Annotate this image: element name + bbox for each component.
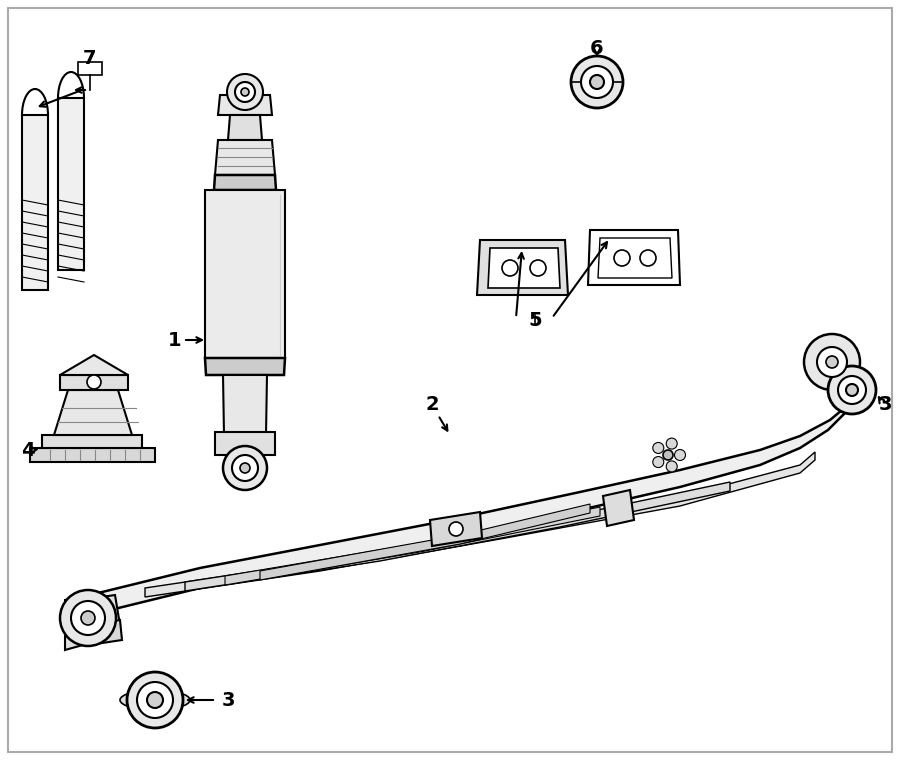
Polygon shape — [225, 507, 600, 585]
Ellipse shape — [120, 690, 190, 710]
Polygon shape — [603, 490, 634, 526]
Circle shape — [828, 366, 876, 414]
Circle shape — [652, 457, 664, 467]
Circle shape — [127, 672, 183, 728]
Polygon shape — [430, 512, 482, 546]
Circle shape — [502, 260, 518, 276]
Polygon shape — [488, 248, 560, 288]
Polygon shape — [215, 140, 275, 175]
Polygon shape — [228, 115, 262, 140]
Polygon shape — [598, 238, 672, 278]
Polygon shape — [54, 390, 132, 435]
Circle shape — [235, 82, 255, 102]
Circle shape — [137, 682, 173, 718]
Polygon shape — [205, 190, 285, 360]
Circle shape — [87, 375, 101, 389]
Text: 5: 5 — [528, 311, 542, 330]
Text: 3: 3 — [221, 691, 235, 710]
Polygon shape — [223, 375, 267, 435]
Circle shape — [666, 438, 677, 449]
Circle shape — [223, 446, 267, 490]
Polygon shape — [72, 355, 852, 615]
Text: 2: 2 — [425, 395, 439, 414]
Polygon shape — [214, 175, 276, 190]
Text: 7: 7 — [83, 49, 97, 68]
Polygon shape — [82, 595, 120, 630]
Polygon shape — [42, 435, 142, 448]
Polygon shape — [87, 620, 122, 645]
Circle shape — [652, 442, 664, 454]
Circle shape — [71, 601, 105, 635]
Polygon shape — [30, 448, 155, 462]
Polygon shape — [215, 432, 275, 455]
Polygon shape — [218, 95, 272, 115]
Circle shape — [60, 590, 116, 646]
Polygon shape — [60, 355, 128, 375]
Circle shape — [674, 449, 686, 461]
Circle shape — [614, 250, 630, 266]
Circle shape — [240, 463, 250, 473]
Circle shape — [581, 66, 613, 98]
Circle shape — [640, 250, 656, 266]
Polygon shape — [477, 240, 568, 295]
Text: 4: 4 — [22, 441, 35, 460]
Circle shape — [846, 384, 858, 396]
Circle shape — [241, 88, 249, 96]
Circle shape — [571, 56, 623, 108]
Circle shape — [227, 74, 263, 110]
Circle shape — [590, 75, 604, 89]
Polygon shape — [65, 596, 90, 611]
Circle shape — [147, 692, 163, 708]
Circle shape — [232, 455, 258, 481]
Polygon shape — [60, 375, 128, 390]
Text: 6: 6 — [590, 39, 604, 58]
Circle shape — [666, 461, 677, 472]
Circle shape — [449, 522, 463, 536]
Polygon shape — [588, 230, 680, 285]
Text: 1: 1 — [168, 331, 182, 350]
Polygon shape — [185, 482, 730, 591]
Circle shape — [804, 334, 860, 390]
Circle shape — [826, 356, 838, 368]
Polygon shape — [260, 504, 590, 580]
Circle shape — [838, 376, 866, 404]
Polygon shape — [58, 98, 84, 270]
Polygon shape — [22, 115, 48, 290]
Polygon shape — [65, 630, 90, 650]
Circle shape — [663, 450, 673, 460]
Polygon shape — [145, 452, 815, 597]
Polygon shape — [205, 358, 285, 375]
Circle shape — [817, 347, 847, 377]
Circle shape — [530, 260, 546, 276]
Text: 3: 3 — [878, 395, 892, 414]
Circle shape — [81, 611, 95, 625]
